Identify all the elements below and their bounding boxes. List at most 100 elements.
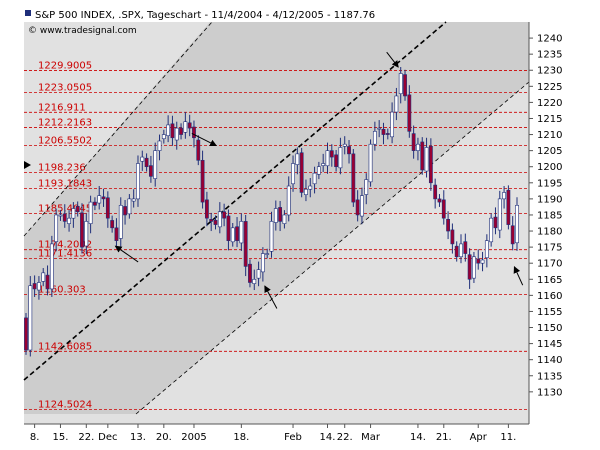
candle (28, 276, 33, 357)
candle (493, 207, 498, 235)
y-tick-label: 1160 (537, 291, 562, 302)
candle (157, 134, 162, 161)
candle (131, 189, 136, 208)
candle (204, 191, 209, 227)
level-label: 1206.5502 (38, 136, 92, 147)
level-label: 1171.4136 (38, 249, 92, 260)
level-label: 1124.5024 (38, 400, 92, 411)
candle (502, 186, 506, 209)
title-marker (25, 10, 31, 16)
candle (269, 211, 274, 258)
x-tick-label: 13. (130, 432, 146, 443)
y-tick-label: 1230 (537, 66, 562, 77)
y-tick-label: 1235 (537, 50, 562, 61)
candle (321, 153, 326, 173)
candle (144, 153, 149, 172)
candle (183, 112, 188, 139)
candle (394, 87, 399, 121)
candle (372, 121, 377, 151)
candle (484, 234, 489, 268)
y-tick-label: 1200 (537, 162, 562, 173)
candle (140, 150, 145, 171)
candle (256, 261, 261, 287)
candle (174, 121, 179, 150)
y-tick-label: 1130 (537, 387, 562, 398)
x-tick-label: 18. (233, 432, 249, 443)
candle (385, 128, 390, 140)
x-tick-label: 8. (30, 432, 40, 443)
x-tick-label: 20. (156, 432, 172, 443)
candle (433, 178, 438, 209)
candle (248, 259, 252, 288)
candle (364, 173, 369, 205)
candle (273, 200, 278, 231)
candle (510, 216, 515, 251)
candle (58, 210, 63, 221)
candle (497, 190, 502, 239)
upper-channel-line (23, 21, 213, 237)
y-tick-label: 1170 (537, 259, 562, 270)
candle (334, 149, 339, 172)
candle (93, 197, 97, 211)
candles (24, 67, 519, 357)
candle (446, 211, 450, 240)
candle (114, 218, 119, 248)
candle (213, 215, 218, 230)
candle (265, 248, 270, 259)
x-tick-label: 22. (78, 432, 94, 443)
trend-lines (23, 21, 530, 415)
candle (118, 197, 123, 247)
candle (84, 213, 89, 255)
level-label: 1212.2163 (38, 117, 92, 128)
candle (454, 241, 459, 262)
candle (467, 248, 472, 289)
candle (355, 190, 360, 222)
x-tick-label: Apr (470, 432, 488, 443)
y-tick-label: 1240 (537, 34, 562, 45)
y-tick-label: 1180 (537, 227, 562, 238)
annotation-arrow (191, 132, 218, 147)
candle (196, 135, 201, 166)
candle (506, 185, 511, 230)
candle (420, 137, 425, 175)
candle (75, 201, 80, 217)
level-label: 1198.236 (38, 162, 86, 173)
candle (217, 202, 222, 234)
annotation-arrow (264, 285, 278, 309)
candle (472, 251, 476, 283)
candle (316, 161, 321, 180)
candle (149, 155, 153, 183)
candle (49, 235, 54, 297)
candle (80, 203, 84, 254)
x-tick-label: Feb (284, 432, 302, 443)
y-tick-label: 1195 (537, 178, 562, 189)
candle (71, 202, 76, 228)
x-tick-label: 15. (53, 432, 69, 443)
annotation-arrows (24, 51, 524, 309)
x-tick-label: 14. (320, 432, 336, 443)
candle (342, 136, 347, 155)
annotation-arrow (114, 245, 139, 263)
candle (88, 195, 93, 234)
candle (101, 188, 106, 207)
fibonacci-levels: 1229.9005 1223.0505 1216.911 1212.2163 1206.… (24, 61, 529, 411)
candle (54, 208, 59, 252)
candle (32, 275, 37, 297)
candle (209, 212, 214, 232)
level-label: 1160.303 (38, 284, 86, 295)
candle (411, 125, 416, 159)
candle (282, 210, 287, 229)
x-tick-label: 22. (337, 432, 353, 443)
candle (200, 150, 205, 209)
candle (347, 140, 351, 164)
x-tick-label: 14. (410, 432, 426, 443)
candle (62, 204, 67, 228)
y-tick-label: 1175 (537, 243, 562, 254)
middle-trend-line (23, 21, 447, 381)
candle (325, 142, 330, 174)
candle (416, 137, 420, 161)
y-tick-label: 1150 (537, 323, 562, 334)
candle (424, 137, 429, 178)
candle (377, 120, 382, 138)
